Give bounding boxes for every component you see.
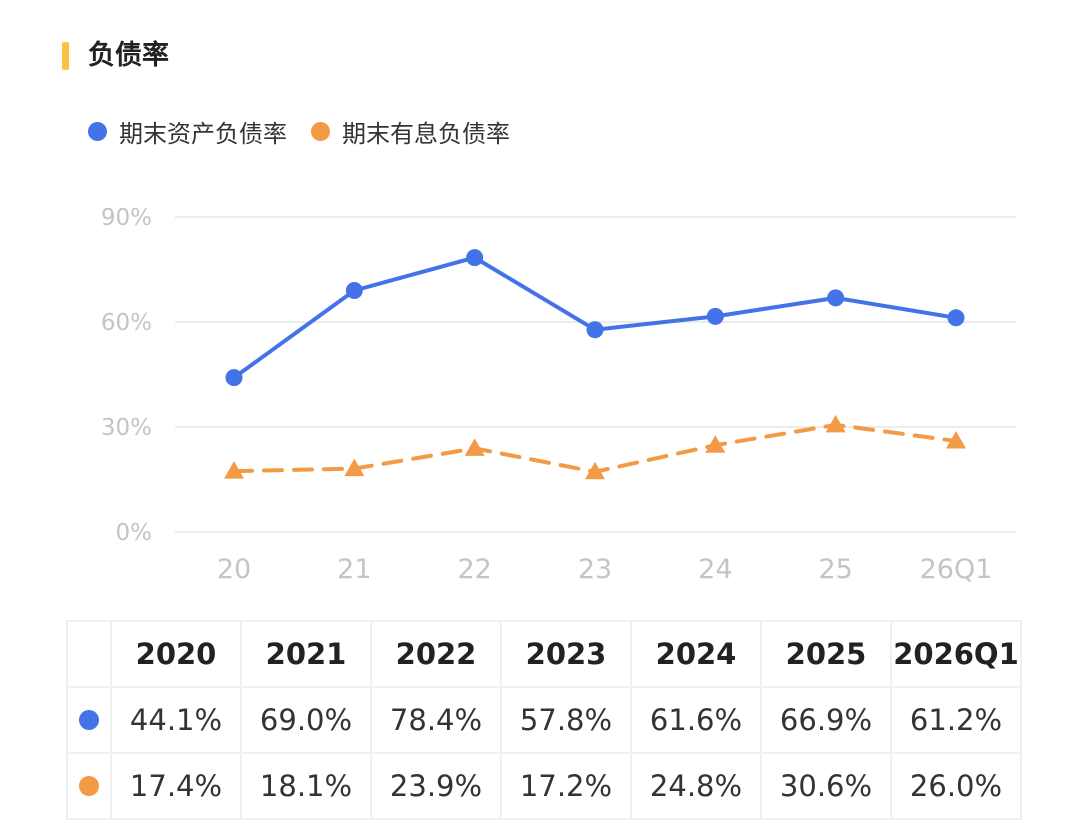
data-point-circle	[345, 282, 363, 299]
table-row-marker	[66, 686, 112, 754]
legend-label: 期末有息负债率	[342, 120, 510, 148]
data-point-circle	[827, 289, 845, 307]
table-cell: 78.4%	[370, 686, 502, 754]
table-cell: 61.6%	[630, 686, 762, 754]
table-cell: 69.0%	[240, 686, 372, 754]
legend-dot-orange-icon	[311, 122, 330, 141]
x-tick-label: 22	[457, 554, 491, 585]
data-point-triangle	[585, 461, 605, 480]
x-tick-label: 23	[578, 554, 612, 585]
x-tick-label: 20	[217, 554, 251, 585]
table-header-cell: 2020	[110, 620, 242, 688]
data-table: 2020 2021 2022 2023 2024 2025 2026Q1 44.…	[66, 620, 1022, 820]
table-cell: 26.0%	[890, 752, 1022, 820]
line-chart: 0% 30% 60% 90% 20 21 22 23 24 25 26Q1	[101, 205, 1016, 585]
legend-item-asset-liability[interactable]: 期末资产负债率	[88, 114, 287, 149]
legend-dot-blue-icon	[88, 122, 107, 141]
table-header-cell: 2022	[370, 620, 502, 688]
series-line-1	[232, 255, 958, 380]
orange-dot-icon	[79, 776, 99, 796]
data-point-circle	[947, 309, 965, 327]
y-tick-label: 30%	[101, 415, 152, 441]
x-tick-label: 26Q1	[920, 554, 993, 585]
data-point-triangle	[946, 431, 966, 449]
data-point-circle	[586, 321, 604, 339]
data-point-triangle	[705, 435, 726, 453]
x-tick-label: 21	[337, 554, 371, 585]
data-point-triangle	[344, 458, 365, 477]
legend-label: 期末资产负债率	[119, 120, 287, 148]
blue-dot-icon	[79, 710, 99, 730]
y-tick-label: 90%	[101, 205, 152, 231]
table-cell: 23.9%	[370, 752, 502, 820]
table-cell: 57.8%	[500, 686, 632, 754]
table-cell: 17.2%	[500, 752, 632, 820]
table-header-cell: 2024	[630, 620, 762, 688]
data-point-triangle	[825, 414, 846, 433]
table-header-cell: 2025	[760, 620, 892, 688]
data-point-circle	[225, 369, 243, 387]
y-tick-label: 0%	[116, 520, 153, 546]
y-tick-label: 60%	[101, 310, 152, 336]
table-header-row: 2020 2021 2022 2023 2024 2025 2026Q1	[66, 620, 1022, 688]
table-cell: 66.9%	[760, 686, 892, 754]
table-header-cell: 2021	[240, 620, 372, 688]
table-row: 17.4% 18.1% 23.9% 17.2% 24.8% 30.6% 26.0…	[66, 752, 1022, 820]
table-row: 44.1% 69.0% 78.4% 57.8% 61.6% 66.9% 61.2…	[66, 686, 1022, 754]
x-tick-label: 24	[698, 554, 732, 585]
data-point-circle	[466, 249, 484, 267]
table-cell: 61.2%	[890, 686, 1022, 754]
legend-item-interest-bearing[interactable]: 期末有息负债率	[311, 114, 510, 149]
table-header-cell: 2026Q1	[890, 620, 1022, 688]
data-point-circle	[706, 307, 724, 325]
table-cell: 30.6%	[760, 752, 892, 820]
section-title: 负债率	[88, 40, 169, 71]
table-cell: 17.4%	[110, 752, 242, 820]
table-cell: 18.1%	[240, 752, 372, 820]
x-tick-label: 25	[818, 554, 852, 585]
chart-legend: 期末资产负债率 期末有息负债率	[88, 114, 534, 149]
table-cell: 24.8%	[630, 752, 762, 820]
table-header-cell: 2023	[500, 620, 632, 688]
data-point-triangle	[224, 461, 244, 479]
table-row-marker	[66, 752, 112, 820]
table-corner-cell	[66, 620, 112, 688]
title-accent-bar	[62, 42, 69, 70]
table-cell: 44.1%	[110, 686, 242, 754]
data-point-triangle	[464, 438, 485, 456]
